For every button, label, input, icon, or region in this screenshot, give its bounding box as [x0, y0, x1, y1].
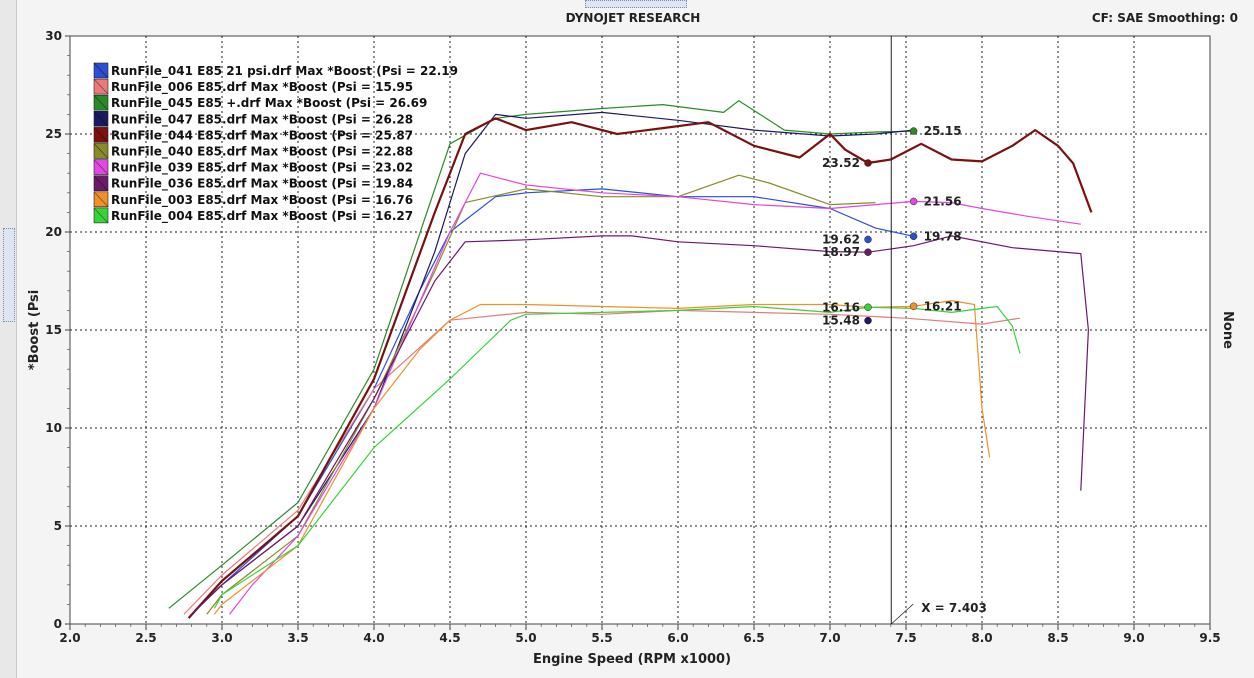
left-splitter-handle[interactable] [3, 228, 15, 322]
legend-entry: RunFile_006 E85.drf Max *Boost (Psi = 15… [111, 80, 413, 95]
legend-entry: RunFile_004 E85.drf Max *Boost (Psi = 16… [111, 209, 413, 224]
x-tick-label: 2.5 [135, 631, 156, 645]
x-tick-label: 5.0 [515, 631, 536, 645]
x-tick-label: 4.5 [439, 631, 460, 645]
marker-value-label: 16.16 [822, 300, 860, 314]
y-axis-label: *Boost (Psi [27, 290, 42, 370]
y-tick-label: 5 [54, 519, 62, 533]
legend-swatch-stroke [93, 78, 109, 95]
axis-ticks: 2.0 2.5 3.0 3.5 4.0 4.5 5.0 5.5 6.0 6.5 7.0 7.5 8.0 8… [45, 29, 1220, 645]
cursor-marker [909, 232, 918, 241]
cursor-marker [909, 127, 918, 135]
chart-settings: CF: SAE Smoothing: 0 [1092, 11, 1238, 25]
x-tick-label: 8.5 [1047, 631, 1068, 645]
y-tick-label: 0 [54, 617, 62, 631]
legend-swatch-stroke [93, 94, 109, 111]
legend-entry: RunFile_040 E85.drf Max *Boost (Psi = 22… [111, 145, 413, 160]
cursor-marker [864, 316, 872, 325]
marker-value-label: 21.56 [924, 194, 962, 208]
legend-swatch-stroke [93, 127, 109, 143]
x-tick-label: 4.0 [363, 631, 384, 645]
series-line [191, 235, 1089, 615]
legend-swatch-stroke [93, 175, 109, 191]
legend-swatch-stroke [93, 143, 109, 159]
y-tick-label: 20 [45, 225, 62, 239]
x-tick-label: 7.5 [895, 631, 916, 645]
cursor-marker [909, 302, 918, 311]
cursor-marker [864, 303, 872, 312]
x-tick-label: 7.0 [819, 631, 840, 645]
top-splitter-handle[interactable] [585, 0, 687, 8]
y-tick-label: 10 [45, 421, 62, 435]
series-line [168, 100, 914, 609]
series-lines [168, 100, 1093, 619]
marker-value-label: 15.48 [822, 314, 860, 328]
x-tick-label: 8.0 [971, 631, 992, 645]
marker-value-label: 19.78 [924, 229, 962, 243]
cursor-marker [864, 248, 872, 256]
marker-value-label: 25.15 [924, 124, 962, 138]
x-tick-label: 9.0 [1123, 631, 1144, 645]
x-axis-label: Engine Speed (RPM x1000) [533, 652, 731, 667]
cursor-value-label: X = 7.403 [921, 601, 987, 615]
cursor-markers: 25.15 23.52 21.56 19.62 19.78 18.97 16.16 16.21… [822, 124, 962, 328]
cursor-marker [864, 159, 872, 167]
x-tick-label: 9.5 [1199, 631, 1220, 645]
legend-swatch-stroke [93, 159, 109, 175]
legend-swatch-stroke [93, 111, 109, 127]
legend-entry: RunFile_044 E85.drf Max *Boost (Psi = 25… [111, 128, 413, 143]
legend-entry: RunFile_003 E85.drf Max *Boost (Psi = 16… [111, 193, 413, 208]
legend-entry: RunFile_047 E85.drf Max *Boost (Psi = 26… [111, 112, 413, 127]
x-tick-label: 5.5 [591, 631, 612, 645]
marker-value-label: 16.21 [924, 299, 962, 313]
legend-entry: RunFile_041 E85 21 psi.drf Max *Boost (P… [111, 64, 458, 79]
series-line [229, 172, 1081, 615]
series-line [183, 309, 1021, 615]
legend: RunFile_041 E85 21 psi.drf Max *Boost (P… [93, 62, 458, 224]
grid-lines [70, 36, 1210, 624]
y-tick-label: 30 [45, 29, 62, 43]
legend-entry: RunFile_039 E85.drf Max *Boost (Psi = 23… [111, 161, 413, 176]
marker-value-label: 19.62 [822, 232, 860, 246]
cursor-marker [909, 197, 918, 206]
marker-value-label: 23.52 [822, 156, 860, 170]
y-tick-label: 25 [45, 127, 62, 141]
series-line [213, 305, 1021, 609]
cursor-marker [864, 235, 872, 244]
x-tick-label: 3.0 [211, 631, 232, 645]
x-tick-label: 3.5 [287, 631, 308, 645]
cursor-line[interactable]: X = 7.403 [890, 36, 987, 625]
right-axis-label: None [1220, 311, 1235, 349]
left-panel-strip [0, 0, 17, 678]
series-line [187, 117, 1093, 619]
legend-swatch-stroke [93, 191, 109, 208]
y-tick-label: 15 [45, 323, 62, 337]
legend-swatch-stroke [93, 62, 109, 79]
x-tick-label: 2.0 [59, 631, 80, 645]
series-line [191, 111, 914, 615]
legend-entry: RunFile_045 E85 +.drf Max *Boost (Psi = … [111, 96, 427, 111]
marker-value-label: 18.97 [822, 245, 860, 259]
legend-swatch-stroke [93, 207, 109, 224]
legend-entry: RunFile_036 E85.drf Max *Boost (Psi = 19… [111, 177, 413, 192]
x-tick-label: 6.0 [667, 631, 688, 645]
series-line [213, 300, 991, 615]
x-tick-label: 6.5 [743, 631, 764, 645]
cursor-pointer-line [890, 603, 914, 625]
chart-title: DYNOJET RESEARCH [566, 11, 701, 25]
